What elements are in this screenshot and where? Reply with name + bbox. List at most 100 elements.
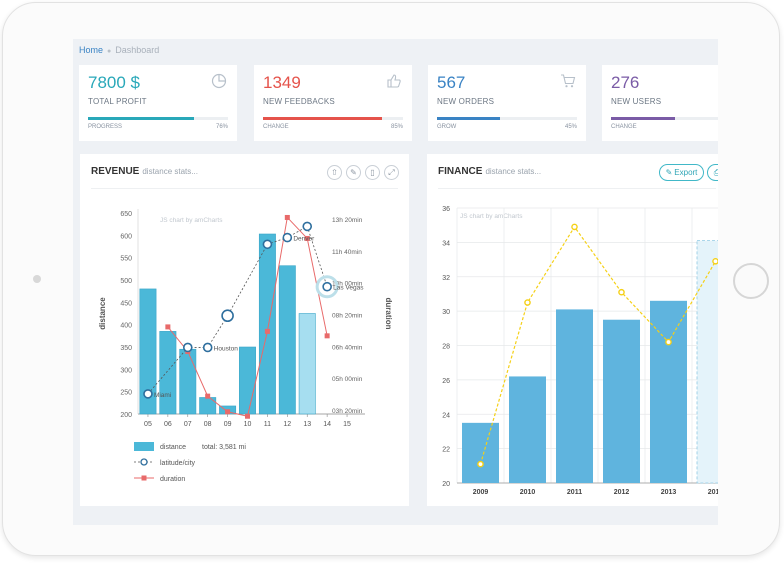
city-point [143,389,153,399]
edit-icon[interactable]: ✎ [346,165,361,180]
revenue-title: REVENUE [91,166,140,177]
duration-point [284,214,290,220]
upload-icon[interactable]: ⇧ [327,165,342,180]
progress-track [611,117,718,120]
legend-swatch-distance [134,442,154,451]
x-tick-label: 08 [204,421,212,428]
progress-fill [437,117,500,120]
city-point [221,309,234,323]
stat-label: TOTAL PROFIT [88,97,147,106]
legend-label-duration: duration [160,476,185,483]
stat-footer-label: CHANGE [263,124,289,130]
y-tick-label: 22 [442,447,450,454]
distance-bar [179,348,197,415]
y-tick-label: 36 [442,206,450,213]
distance-bar [139,288,157,415]
duration-point [264,328,270,334]
progress-track [88,117,228,120]
stat-label: NEW USERS [611,97,662,106]
x-tick-label: 15 [343,421,351,428]
home-button[interactable] [733,263,769,299]
progress-fill [263,117,382,120]
expenses-point [524,299,531,306]
panel-divider [438,188,716,189]
progress-fill [611,117,675,120]
y-tick-label: 500 [120,278,132,285]
legend-label-city: latitude/city [160,460,196,467]
stat-card-new-feedbacks: 1349 NEW FEEDBACKS CHANGE 85% [254,65,412,141]
expenses-point [571,223,578,231]
print-button[interactable]: ⎙ [707,164,718,181]
x-tick-label: 14 [323,421,331,428]
finance-panel: FINANCE distance stats... ✎ Export ⎙ JS ch… [427,154,718,506]
city-point [322,281,332,292]
distance-bar [298,313,316,415]
income-bar [696,240,718,484]
export-button[interactable]: ✎ Export [659,164,704,181]
distance-bar [239,346,256,415]
stat-percent: 76% [215,124,228,130]
distance-bar [258,233,276,415]
progress-track [437,117,577,120]
y-tick-label: 30 [442,309,450,316]
expenses-point [712,257,718,265]
tablet-frame: Home ● Dashboard 7800 $ TOTAL PROFIT PROGR… [2,2,780,556]
print-icon: ⎙ [713,168,718,177]
camera-dot [33,275,41,283]
legend-label-distance: distance [160,444,186,451]
income-bar [603,319,640,483]
x-tick-label: 11 [264,421,271,428]
y-tick-label: 28 [442,344,450,351]
stat-percent: 85% [390,124,403,130]
revenue-subtitle: distance stats... [142,167,198,176]
income-bar [556,309,593,483]
x-tick-label: 06 [164,421,172,428]
thumbs-up-icon [386,73,402,89]
stat-footer-label: PROGRESS [88,124,123,130]
y-tick-label: 32 [442,275,450,282]
legend-marker-city [140,458,148,466]
y2-tick-label: 10h 00min [332,281,363,288]
x-tick-label: 2014 [708,489,718,496]
y-tick-label: 20 [442,481,450,488]
y-tick-label: 300 [120,367,132,374]
chart-watermark: JS chart by amCharts [460,213,523,220]
x-tick-label: 2010 [520,489,536,496]
stat-card-total-profit: 7800 $ TOTAL PROFIT PROGRESS 76% [79,65,237,141]
income-bar [509,376,546,483]
y2-tick-label: 08h 20min [332,313,363,320]
y-axis-title: distance [98,297,107,330]
delete-icon[interactable]: ▯ [365,165,380,180]
income-bar [650,300,687,483]
revenue-chart: JS chart by amCharts 200 250 300 350 400 450 50… [98,209,393,483]
finance-subtitle: distance stats... [485,167,542,176]
revenue-panel: REVENUE distance stats... ⇧ ✎ ▯ ⤢ JS char… [80,154,409,506]
distance-bar [199,397,217,415]
panel-title: FINANCE distance stats... [438,166,541,177]
stat-percent: 45% [564,124,577,130]
finance-title: FINANCE [438,166,483,177]
x-tick-label: 13 [303,421,311,428]
y2-tick-label: 13h 20min [332,217,363,224]
x-tick-label: 10 [244,421,252,428]
breadcrumb: Home ● Dashboard [79,45,159,55]
stat-value: 7800 $ [88,73,140,92]
city-point [302,221,313,232]
city-label: Houston [214,345,239,352]
distance-bar [159,331,177,415]
expenses-point [618,288,625,296]
y-tick-label: 24 [442,412,450,419]
distance-bar [278,265,296,415]
expenses-line [479,225,717,465]
breadcrumb-home-link[interactable]: Home [79,45,104,55]
y-tick-label: 34 [442,240,450,247]
finance-chart: JS chart by amCharts 20 22 24 26 28 30 32 34 36 20… [442,206,718,496]
x-tick-label: 12 [283,421,291,428]
x-tick-label: 2013 [661,489,677,496]
dashboard-screen: Home ● Dashboard 7800 $ TOTAL PROFIT PROGR… [73,39,718,525]
x-tick-label: 2009 [473,489,489,496]
stat-card-new-orders: 567 NEW ORDERS GROW 45% [428,65,586,141]
expenses-point [477,460,484,468]
y-tick-label: 400 [120,323,132,330]
expand-icon[interactable]: ⤢ [384,165,399,180]
